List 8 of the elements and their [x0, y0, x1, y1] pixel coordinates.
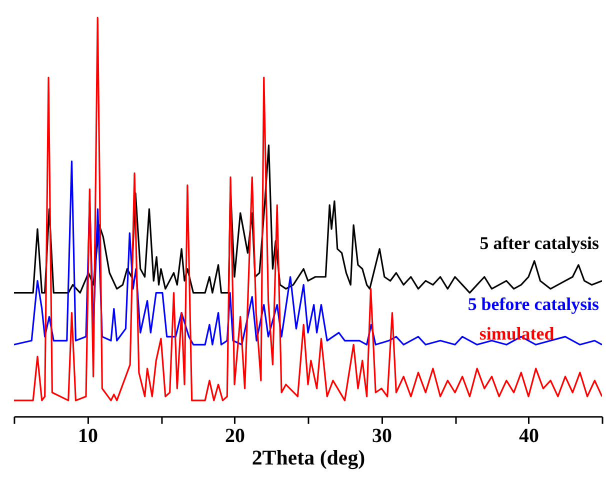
x-axis-title: 2Theta (deg): [252, 446, 366, 470]
x-tick-label: 30: [372, 424, 392, 447]
x-tick-label: 40: [519, 424, 540, 447]
series-label: simulated: [479, 324, 554, 344]
series-label: 5 after catalysis: [480, 232, 600, 253]
x-tick-label: 20: [225, 424, 245, 447]
x-tick-label: 10: [78, 424, 98, 447]
series-label: 5 before catalysis: [468, 294, 600, 314]
